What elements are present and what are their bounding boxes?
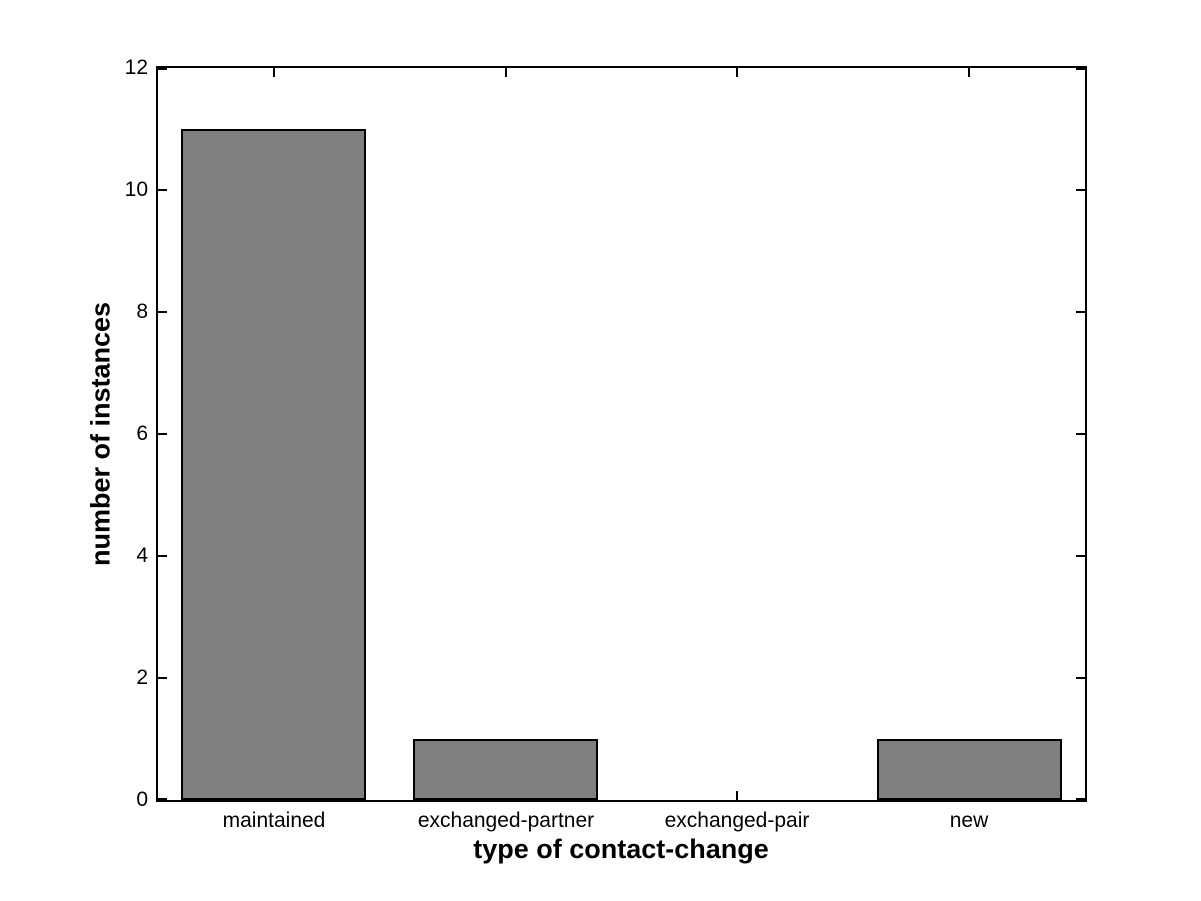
y-axis-tick — [1076, 555, 1085, 557]
y-axis-tick-label: 0 — [136, 788, 148, 811]
y-axis-tick — [158, 555, 167, 557]
y-axis-tick — [1076, 677, 1085, 679]
y-axis-tick-label: 8 — [136, 300, 148, 323]
y-axis-tick — [1076, 68, 1085, 70]
bar-new — [877, 739, 1062, 800]
y-axis-tick-label: 6 — [136, 422, 148, 445]
x-axis-tick-label: new — [949, 809, 989, 832]
bar-maintained — [181, 129, 366, 800]
y-axis-tick-label: 2 — [136, 666, 148, 689]
y-axis-tick-label: 12 — [124, 56, 148, 79]
plot-area — [156, 66, 1087, 802]
x-axis-tick — [736, 68, 738, 77]
x-axis-tick-label: exchanged-pair — [664, 809, 810, 832]
y-axis-tick — [158, 677, 167, 679]
x-axis-tick — [968, 68, 970, 77]
y-axis-tick — [1076, 798, 1085, 800]
y-axis-tick — [1076, 311, 1085, 313]
x-axis-tick-label: maintained — [222, 809, 326, 832]
x-axis-tick — [505, 68, 507, 77]
y-axis-tick — [1076, 433, 1085, 435]
y-axis-tick — [1076, 189, 1085, 191]
y-axis-tick — [158, 798, 167, 800]
x-axis-title: type of contact-change — [473, 834, 769, 864]
x-axis-tick — [273, 68, 275, 77]
bar-exchanged-partner — [413, 739, 598, 800]
y-axis-tick — [158, 311, 167, 313]
y-axis-tick-label: 4 — [136, 544, 148, 567]
y-axis-tick-label: 10 — [124, 178, 148, 201]
y-axis-tick — [158, 68, 167, 70]
x-axis-tick-label: exchanged-partner — [417, 809, 595, 832]
y-axis-tick — [158, 189, 167, 191]
x-axis-tick — [736, 791, 738, 800]
y-axis-tick — [158, 433, 167, 435]
